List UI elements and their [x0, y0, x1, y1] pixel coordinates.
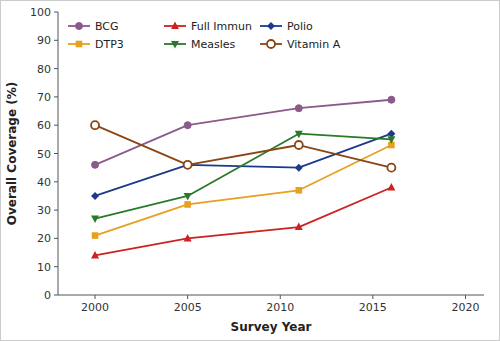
point: [295, 131, 303, 139]
point: [91, 251, 99, 259]
legend-label: Polio: [287, 20, 313, 33]
y-tick: [54, 125, 58, 126]
series: [91, 131, 395, 223]
x-tick: [465, 295, 466, 299]
y-tick-label: 10: [37, 261, 51, 274]
page: {"chart_data": { "type": "line", "xlabel…: [0, 0, 500, 341]
x-tick-label: 2000: [81, 301, 109, 314]
y-tick: [54, 153, 58, 154]
x-tick-label: 2020: [451, 301, 479, 314]
legend-item: Full Immun: [164, 20, 252, 33]
background: [1, 1, 500, 341]
point: [387, 136, 395, 144]
point: [184, 234, 192, 242]
point: [387, 164, 395, 172]
x-tick-label: 2010: [266, 301, 294, 314]
y-tick: [54, 238, 58, 239]
y-tick-label: 60: [37, 119, 51, 132]
y-tick-label: 0: [44, 289, 51, 302]
point: [91, 121, 99, 129]
chart: 2000 2005 2010 2015 2020 0 10 20 30 40 50 60 70 80 90 1…: [0, 0, 500, 341]
point: [387, 183, 395, 191]
y-tick-label: 50: [37, 148, 51, 161]
y-tick: [54, 68, 58, 69]
legend-marker: [267, 22, 275, 30]
point: [295, 187, 302, 194]
x-tick-label: 2005: [174, 301, 202, 314]
x-tick: [187, 295, 188, 299]
point: [295, 105, 302, 112]
point: [92, 232, 99, 239]
legend-item: Polio: [260, 20, 313, 33]
point: [91, 192, 99, 200]
series-line: [95, 145, 391, 236]
y-tick: [54, 12, 58, 13]
series: [92, 96, 395, 168]
y-tick: [54, 295, 58, 296]
series-line: [95, 134, 391, 219]
y-tick-label: 80: [37, 63, 51, 76]
y-tick-label: 30: [37, 204, 51, 217]
legend-label: BCG: [95, 20, 119, 33]
legend-item: Vitamin A: [260, 38, 341, 51]
x-tick-label: 2015: [359, 301, 387, 314]
y-tick: [54, 181, 58, 182]
x-axis-line: [58, 295, 484, 296]
legend-marker: [267, 40, 275, 48]
legend-item: DTP3: [68, 38, 124, 51]
legend-item: Measles: [164, 38, 236, 51]
y-tick-label: 100: [30, 6, 51, 19]
point: [295, 164, 303, 172]
point: [184, 161, 192, 169]
x-tick: [280, 295, 281, 299]
y-tick-label: 70: [37, 91, 51, 104]
series-line: [95, 125, 391, 167]
y-tick-label: 40: [37, 176, 51, 189]
legend-label: Vitamin A: [287, 38, 341, 51]
y-axis-label: Overall Coverage (%): [5, 82, 19, 226]
y-tick: [54, 266, 58, 267]
series: [91, 121, 395, 171]
legend-item: BCG: [68, 20, 119, 33]
x-axis-label: Survey Year: [231, 320, 312, 334]
point: [388, 96, 395, 103]
point: [295, 223, 303, 231]
axes: 2000 2005 2010 2015 2020 0 10 20 30 40 50 60 70 80 90 1…: [30, 6, 484, 314]
point: [184, 201, 191, 208]
legend-marker: [171, 22, 179, 30]
series: [92, 142, 395, 239]
y-tick: [54, 210, 58, 211]
legend-label: Full Immun: [191, 20, 252, 33]
legend-marker: [76, 41, 83, 48]
legend-marker: [76, 23, 83, 30]
legend-label: Measles: [191, 38, 236, 51]
y-tick: [54, 96, 58, 97]
point: [92, 161, 99, 168]
legend-label: DTP3: [95, 38, 124, 51]
point: [184, 193, 192, 201]
point: [295, 141, 303, 149]
y-tick-label: 90: [37, 34, 51, 47]
point: [184, 161, 192, 169]
y-tick: [54, 40, 58, 41]
x-tick: [372, 295, 373, 299]
legend: BCG Full Immun Polio DTP3 Measles Vitamin A: [68, 20, 341, 51]
data: [91, 96, 395, 258]
point: [184, 122, 191, 129]
x-tick: [95, 295, 96, 299]
point: [91, 216, 99, 224]
legend-marker: [171, 41, 179, 49]
y-tick-label: 20: [37, 232, 51, 245]
